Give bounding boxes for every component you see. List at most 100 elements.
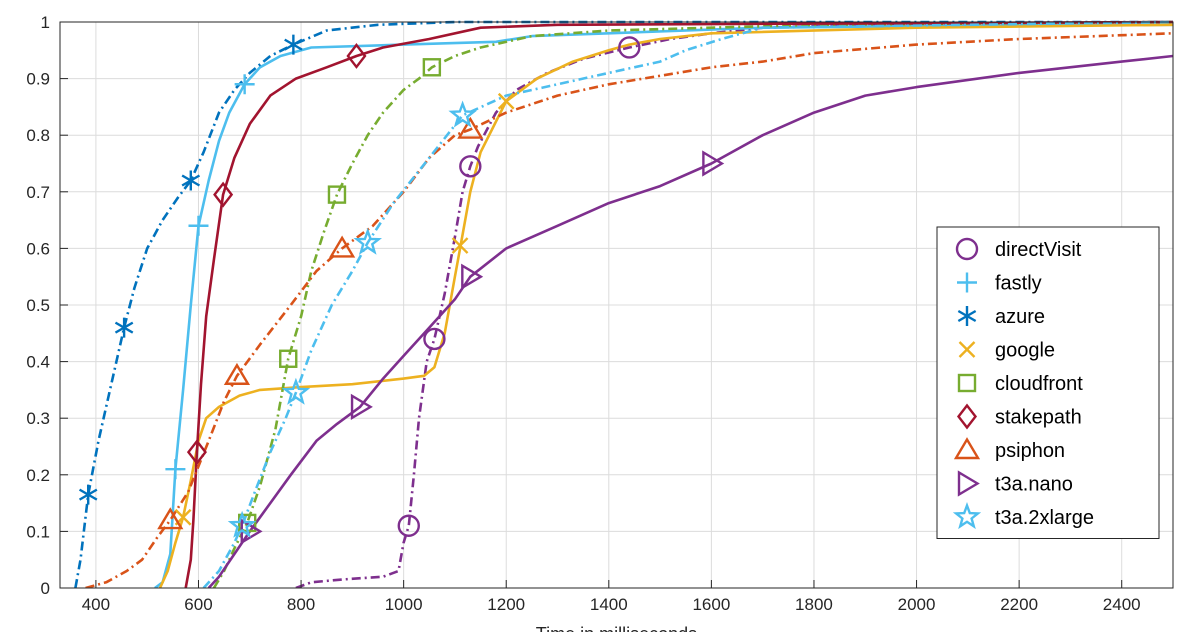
x-tick-label: 2400 bbox=[1103, 595, 1141, 614]
legend-marker-cloudfront bbox=[957, 373, 977, 393]
marker-t3a-2xlarge bbox=[353, 227, 383, 255]
y-tick-label: 0.7 bbox=[26, 183, 50, 202]
y-tick-label: 0.4 bbox=[26, 353, 50, 372]
legend-marker-google-b bbox=[958, 341, 976, 358]
x-tick-label: 800 bbox=[287, 595, 315, 614]
marker-t3a-nano bbox=[350, 393, 373, 420]
legend-item-google: google bbox=[958, 340, 1055, 362]
marker-cloudfront bbox=[327, 185, 347, 204]
marker-psiphon bbox=[457, 116, 484, 139]
legend-label-directvisit: directVisit bbox=[995, 239, 1082, 261]
marker-google bbox=[451, 237, 469, 254]
marker-t3a-nano bbox=[702, 150, 725, 177]
marker-stakepath bbox=[213, 181, 234, 208]
marker-directvisit-shape bbox=[397, 514, 420, 537]
legend-marker-t3a-2xlarge bbox=[952, 502, 982, 530]
marker-google-b bbox=[497, 92, 515, 110]
marker-t3a-nano bbox=[461, 263, 484, 290]
marker-t3a-2xlarge-shape bbox=[227, 510, 257, 538]
x-tick-label: 1000 bbox=[385, 595, 423, 614]
marker-t3a-nano-shape bbox=[461, 263, 484, 290]
y-tick-label: 0.5 bbox=[26, 296, 50, 315]
y-tick-label: 0 bbox=[41, 579, 50, 598]
marker-directvisit-shape bbox=[618, 36, 641, 59]
legend: directVisit fastly azure google cloudfront st… bbox=[936, 226, 1160, 539]
marker-cloudfront bbox=[279, 349, 298, 368]
marker-psiphon-shape bbox=[223, 362, 251, 385]
legend-label-t3a-nano: t3a.nano bbox=[995, 474, 1073, 496]
x-tick-label: 1400 bbox=[590, 595, 628, 614]
x-tick-label: 1600 bbox=[692, 595, 730, 614]
marker-cloudfront bbox=[422, 58, 442, 77]
series-markers bbox=[78, 34, 725, 545]
legend-marker-stakepath-shape bbox=[956, 403, 978, 430]
x-tick-label: 1800 bbox=[795, 595, 833, 614]
marker-psiphon bbox=[157, 507, 184, 530]
marker-stakepath-shape bbox=[213, 181, 234, 208]
marker-azure bbox=[114, 317, 134, 338]
legend-item-stakepath: stakepath bbox=[956, 403, 1082, 430]
marker-stakepath bbox=[186, 439, 207, 466]
legend-marker-t3a-nano bbox=[957, 470, 980, 497]
marker-directvisit bbox=[459, 155, 482, 178]
legend-item-psiphon: psiphon bbox=[953, 437, 1065, 462]
legend-item-t3a-nano: t3a.nano bbox=[957, 470, 1073, 497]
marker-stakepath-shape bbox=[186, 439, 207, 466]
marker-fastly bbox=[188, 215, 209, 236]
y-tick-label: 0.6 bbox=[26, 239, 50, 258]
marker-t3a-nano-shape bbox=[702, 150, 725, 177]
legend-marker-azure-arm bbox=[957, 309, 977, 323]
marker-psiphon-shape bbox=[328, 235, 356, 258]
series-line-directvisit bbox=[295, 20, 1173, 588]
marker-google bbox=[497, 92, 515, 110]
legend-item-cloudfront: cloudfront bbox=[957, 373, 1083, 395]
legend-label-google: google bbox=[995, 340, 1055, 362]
legend-marker-directvisit bbox=[955, 237, 979, 261]
marker-fastly bbox=[165, 459, 186, 480]
marker-directvisit-shape bbox=[459, 155, 482, 178]
marker-psiphon-shape bbox=[457, 116, 484, 139]
marker-psiphon bbox=[223, 362, 251, 385]
marker-t3a-2xlarge-shape bbox=[281, 377, 311, 405]
marker-t3a-2xlarge-shape bbox=[448, 100, 477, 128]
x-tick-label: 2200 bbox=[1000, 595, 1038, 614]
legend-item-directvisit: directVisit bbox=[955, 237, 1082, 261]
x-tick-label: 600 bbox=[184, 595, 212, 614]
series-line-azure bbox=[74, 20, 1173, 588]
marker-directvisit bbox=[423, 327, 446, 351]
legend-marker-cloudfront-shape bbox=[957, 373, 977, 393]
marker-cloudfront-shape bbox=[279, 349, 298, 368]
marker-t3a-2xlarge bbox=[281, 377, 311, 405]
marker-azure-arm bbox=[181, 174, 201, 187]
y-tick-label: 0.9 bbox=[26, 70, 50, 89]
marker-t3a-2xlarge bbox=[448, 100, 477, 128]
marker-fastly bbox=[234, 74, 255, 95]
legend-item-t3a-2xlarge: t3a.2xlarge bbox=[952, 502, 1094, 530]
series-line-stakepath bbox=[184, 20, 1173, 588]
x-axis-title: Time in milliseconds bbox=[536, 624, 697, 632]
legend-marker-google bbox=[958, 341, 976, 358]
series-line-t3a-2xlarge bbox=[202, 20, 1173, 588]
marker-cloudfront-shape bbox=[327, 185, 347, 204]
legend-marker-stakepath bbox=[956, 403, 978, 430]
marker-t3a-nano-shape bbox=[350, 393, 373, 420]
legend-label-t3a-2xlarge: t3a.2xlarge bbox=[995, 507, 1094, 529]
marker-stakepath-shape bbox=[346, 42, 367, 69]
marker-azure bbox=[78, 484, 98, 505]
legend-marker-t3a-nano-shape bbox=[957, 470, 980, 497]
marker-azure-arm bbox=[78, 488, 98, 501]
x-tick-label: 1200 bbox=[487, 595, 525, 614]
x-tick-label: 2000 bbox=[898, 595, 936, 614]
legend-marker-directvisit-shape bbox=[955, 237, 979, 261]
marker-directvisit-shape bbox=[423, 327, 446, 351]
marker-directvisit bbox=[397, 514, 420, 537]
y-tick-label: 0.1 bbox=[26, 522, 50, 541]
series-line-psiphon bbox=[85, 32, 1173, 588]
legend-label-fastly: fastly bbox=[995, 273, 1042, 295]
marker-cloudfront-shape bbox=[422, 58, 442, 77]
legend-item-azure: azure bbox=[957, 306, 1045, 328]
marker-azure bbox=[181, 170, 201, 191]
marker-directvisit bbox=[618, 36, 641, 59]
y-tick-label: 0.8 bbox=[26, 126, 50, 145]
